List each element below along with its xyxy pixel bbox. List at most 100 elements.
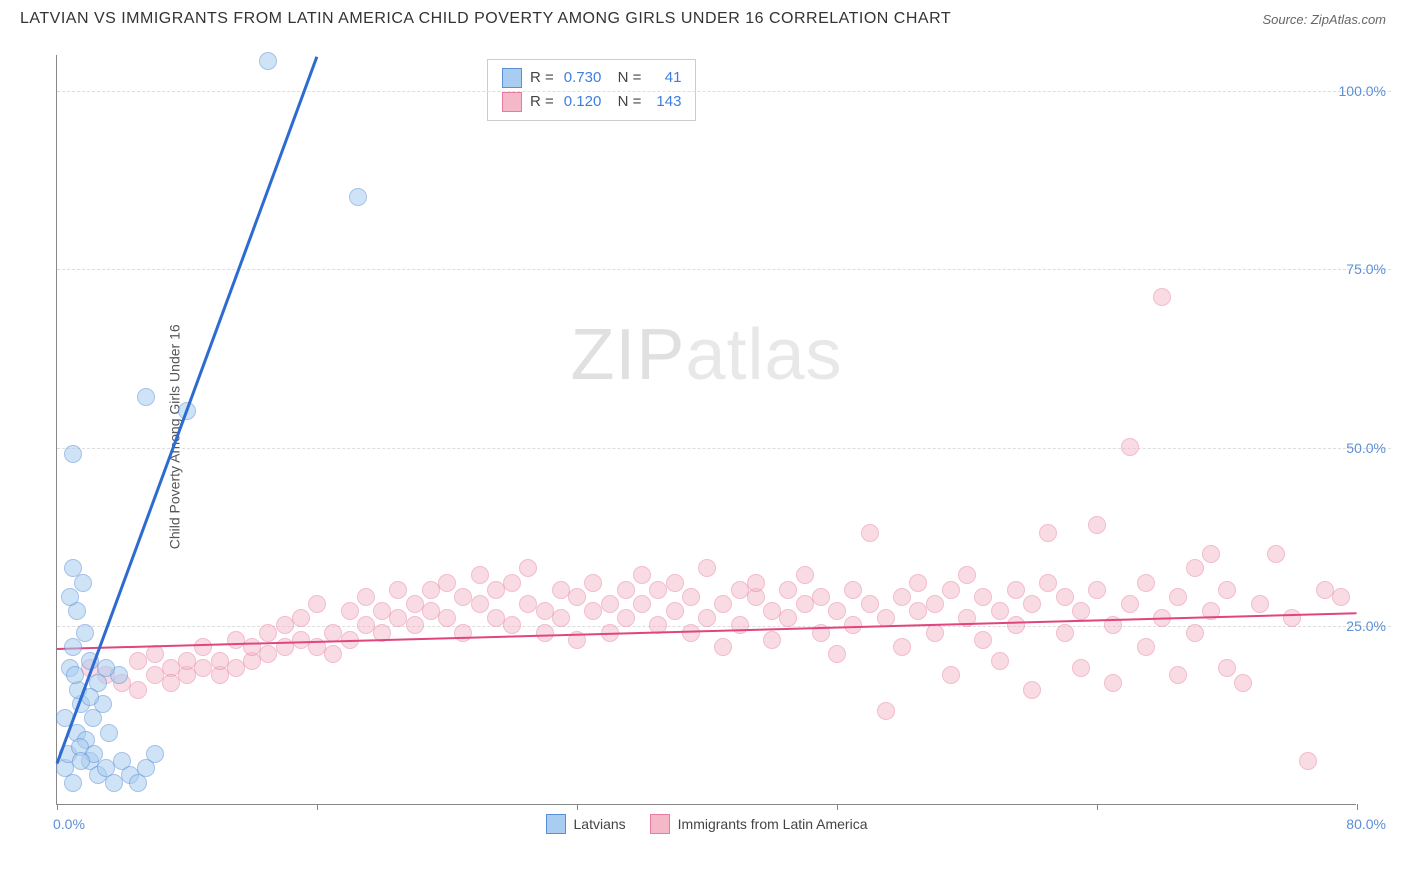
data-point	[714, 638, 732, 656]
data-point	[747, 574, 765, 592]
data-point	[146, 645, 164, 663]
y-tick-label: 75.0%	[1346, 261, 1386, 277]
x-tick-label-last: 80.0%	[1346, 816, 1386, 832]
data-point	[1088, 516, 1106, 534]
data-point	[682, 588, 700, 606]
data-point	[536, 624, 554, 642]
data-point	[633, 566, 651, 584]
data-point	[341, 602, 359, 620]
data-point	[438, 609, 456, 627]
legend-swatch-pink	[502, 92, 522, 112]
data-point	[471, 566, 489, 584]
chart-title: LATVIAN VS IMMIGRANTS FROM LATIN AMERICA…	[20, 10, 951, 28]
y-tick-label: 50.0%	[1346, 440, 1386, 456]
legend-swatch-pink	[650, 814, 670, 834]
data-point	[100, 724, 118, 742]
data-point	[146, 745, 164, 763]
stats-n-value-2: 143	[649, 90, 681, 114]
data-point	[909, 574, 927, 592]
data-point	[991, 602, 1009, 620]
data-point	[926, 624, 944, 642]
data-point	[1056, 588, 1074, 606]
x-tick	[1097, 804, 1098, 810]
data-point	[584, 574, 602, 592]
data-point	[796, 566, 814, 584]
data-point	[958, 566, 976, 584]
data-point	[1186, 624, 1204, 642]
data-point	[779, 609, 797, 627]
data-point	[1104, 674, 1122, 692]
chart-source: Source: ZipAtlas.com	[1262, 12, 1386, 27]
stats-r-label: R =	[530, 90, 554, 114]
x-tick	[1357, 804, 1358, 810]
data-point	[1137, 638, 1155, 656]
y-tick-label: 25.0%	[1346, 618, 1386, 634]
data-point	[974, 631, 992, 649]
data-point	[349, 188, 367, 206]
data-point	[308, 595, 326, 613]
data-point	[519, 559, 537, 577]
data-point	[877, 702, 895, 720]
data-point	[64, 445, 82, 463]
data-point	[1332, 588, 1350, 606]
bottom-legend: Latvians Immigrants from Latin America	[57, 814, 1356, 834]
x-tick	[57, 804, 58, 810]
data-point	[666, 574, 684, 592]
data-point	[1121, 595, 1139, 613]
data-point	[1283, 609, 1301, 627]
data-point	[844, 581, 862, 599]
legend-item-latvians: Latvians	[546, 814, 626, 834]
stats-r-value-1: 0.730	[562, 66, 602, 90]
data-point	[72, 752, 90, 770]
data-point	[471, 595, 489, 613]
data-point	[568, 588, 586, 606]
data-point	[828, 602, 846, 620]
data-point	[1007, 616, 1025, 634]
y-tick-label: 100.0%	[1339, 83, 1386, 99]
data-point	[357, 588, 375, 606]
x-tick	[837, 804, 838, 810]
stats-n-label: N =	[609, 90, 641, 114]
data-point	[1039, 574, 1057, 592]
x-tick	[317, 804, 318, 810]
data-point	[1039, 524, 1057, 542]
legend-label-2: Immigrants from Latin America	[678, 816, 868, 832]
data-point	[129, 681, 147, 699]
data-point	[1218, 581, 1236, 599]
data-point	[76, 624, 94, 642]
legend-swatch-blue	[502, 68, 522, 88]
x-tick	[577, 804, 578, 810]
data-point	[389, 581, 407, 599]
stats-r-label: R =	[530, 66, 554, 90]
watermark-zip: ZIP	[570, 315, 685, 395]
gridline-h	[57, 91, 1391, 92]
data-point	[292, 609, 310, 627]
data-point	[942, 666, 960, 684]
data-point	[1072, 659, 1090, 677]
gridline-h	[57, 269, 1391, 270]
x-tick-label-first: 0.0%	[53, 816, 85, 832]
data-point	[1234, 674, 1252, 692]
data-point	[617, 581, 635, 599]
data-point	[259, 52, 277, 70]
data-point	[812, 588, 830, 606]
watermark: ZIPatlas	[570, 314, 842, 396]
data-point	[1218, 659, 1236, 677]
data-point	[1023, 595, 1041, 613]
data-point	[942, 581, 960, 599]
data-point	[698, 609, 716, 627]
data-point	[1137, 574, 1155, 592]
watermark-atlas: atlas	[685, 315, 842, 395]
data-point	[633, 595, 651, 613]
data-point	[137, 388, 155, 406]
data-point	[1202, 545, 1220, 563]
data-point	[1169, 666, 1187, 684]
data-point	[601, 595, 619, 613]
data-point	[1007, 581, 1025, 599]
data-point	[406, 616, 424, 634]
stats-row-latvians: R = 0.730 N = 41	[502, 66, 681, 90]
data-point	[1299, 752, 1317, 770]
stats-row-immigrants: R = 0.120 N = 143	[502, 90, 681, 114]
data-point	[1088, 581, 1106, 599]
data-point	[64, 774, 82, 792]
